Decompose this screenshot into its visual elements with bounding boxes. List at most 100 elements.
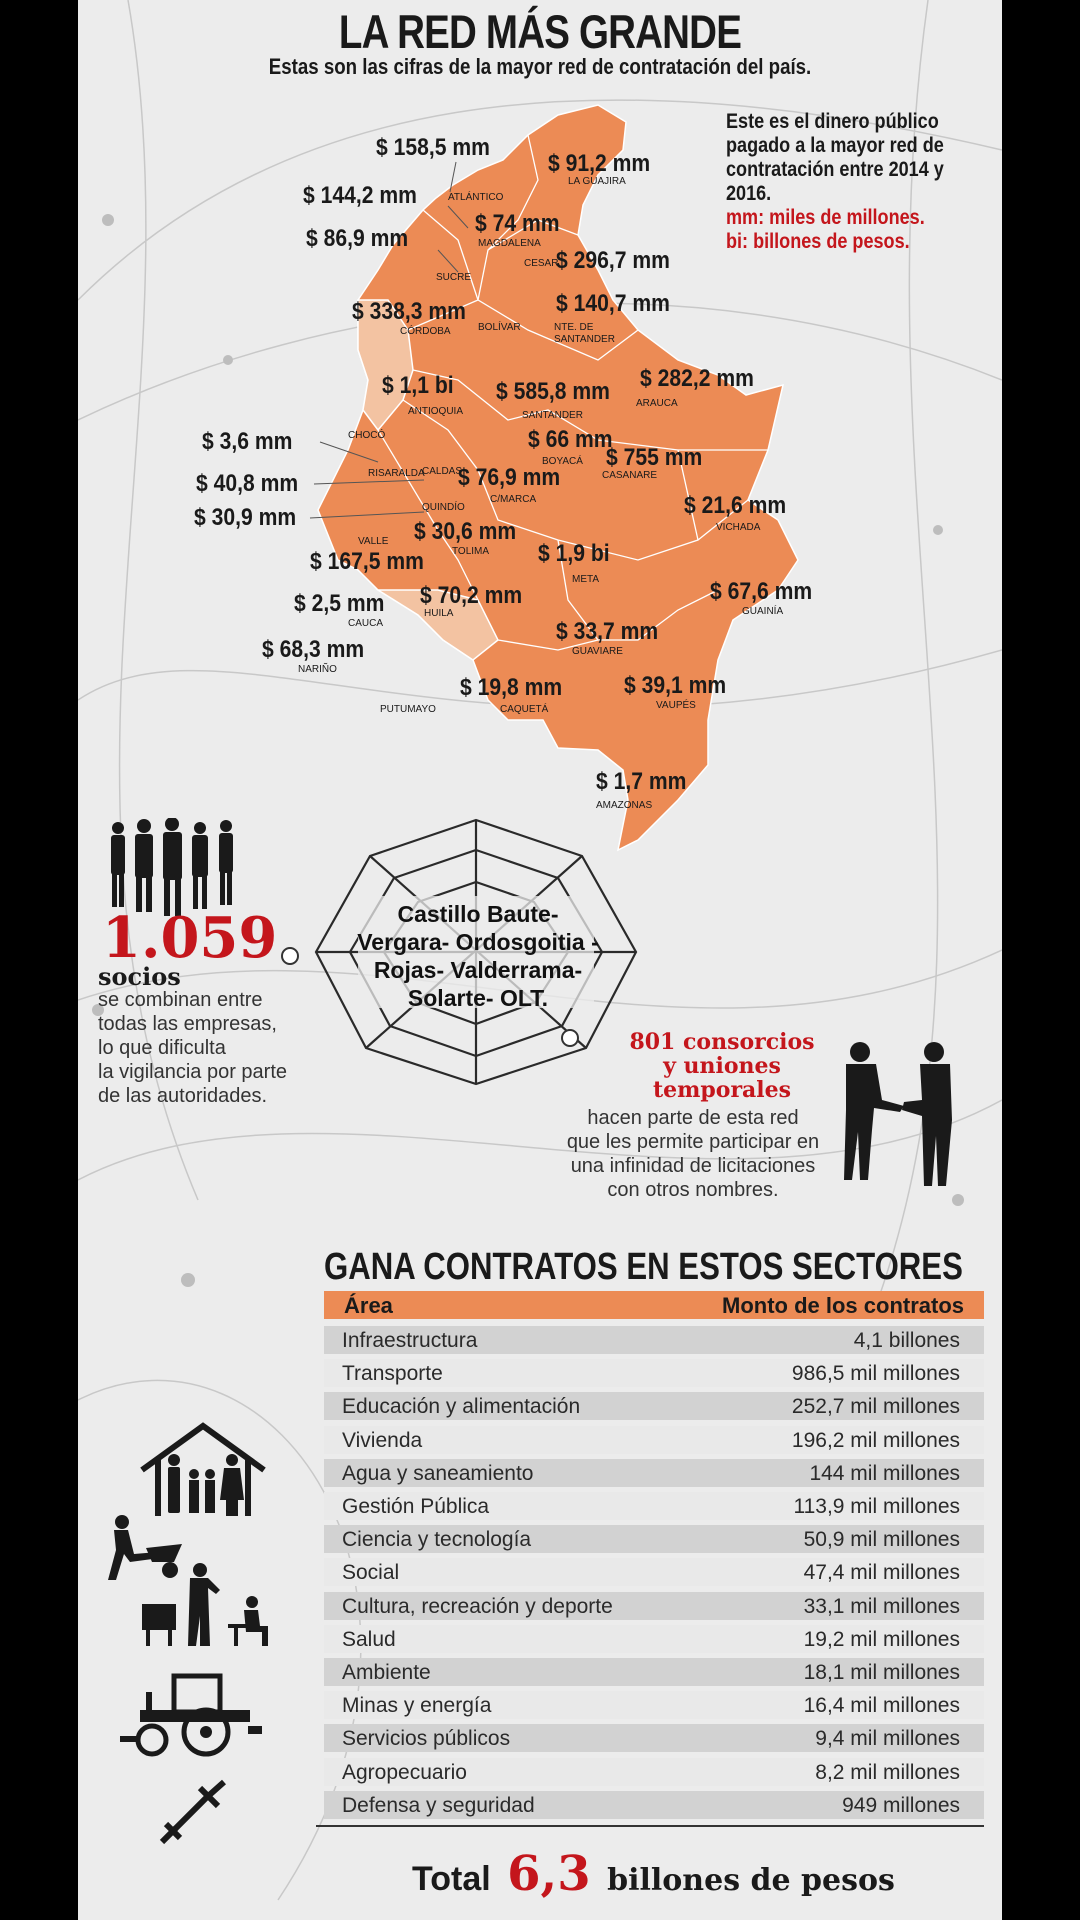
row-area: Transporte [342,1362,443,1386]
dept-label: BOLÍVAR [478,322,521,333]
worker-wheelbarrow-icon [108,1515,182,1580]
amount-label: $ 66 mm [528,426,613,453]
handshake-icon [844,1042,952,1186]
amount-label: $ 68,3 mm [262,636,365,663]
spider-web-icon [314,818,638,1086]
row-amount: 19,2 mil millones [803,1627,960,1651]
consortia-text-line: una infinidad de licitaciones [570,1155,816,1177]
row-area: Agua y saneamiento [342,1461,534,1485]
dept-label: LA GUAJIRA [568,176,626,187]
row-area: Vivienda [342,1428,423,1452]
consortia-text-line: con otros nombres. [607,1179,779,1201]
web-names-line: Vergara- Ordosgoitia - [357,929,599,955]
row-amount: 18,1 mil millones [803,1661,960,1684]
dept-label: CAUCA [348,618,384,629]
web-names-line: Rojas- Valderrama- [373,957,583,983]
partners-line: la vigilancia por parte [98,1061,287,1083]
table-row: Infraestructura 4,1 billones [324,1326,984,1354]
row-area: Social [342,1561,400,1585]
intro-line: Este es el dinero público [726,110,939,133]
amount-label: $ 21,6 mm [684,492,787,519]
row-amount: 986,5 mil millones [791,1362,960,1386]
dept-label: GUAVIARE [572,646,623,657]
table-row: Cultura, recreación y deporte 33,1 mil mi… [324,1591,984,1620]
dept-label: VAUPÉS [656,700,696,711]
dept-label: BOYACÁ [542,456,583,467]
amount-label: $ 338,3 mm [352,298,466,325]
row-area: Ambiente [342,1661,431,1684]
row-amount: 949 millones [842,1793,960,1817]
amount-label: $ 76,9 mm [458,464,561,491]
consortia-text-line: que les permite participar en [566,1131,820,1153]
amount-label: $ 39,1 mm [624,672,727,699]
dept-label: PUTUMAYO [380,704,436,715]
consortia-line: 801 consorcios [629,1029,815,1055]
table-row: Agropecuario 8,2 mil millones [324,1757,984,1786]
dept-label: C/MARCA [490,494,537,505]
row-amount: 47,4 mil millones [803,1561,960,1585]
amount-label: $ 3,6 mm [202,428,293,455]
intro-line: contratación entre 2014 y [726,158,944,181]
total: Total 6,3 billones de pesos [412,1846,895,1902]
dept-label: TOLIMA [452,546,490,557]
intro-text: Este es el dinero público pagado a la ma… [726,110,958,254]
amount-label: $ 167,5 mm [310,548,424,575]
table-row: Vivienda 196,2 mil millones [324,1425,984,1454]
legend-mm: mm: miles de millones. [726,206,925,229]
businessmen-icon [111,818,233,916]
intro-line: pagado a la mayor red de [726,134,944,157]
amount-label: $ 1,7 mm [596,768,687,795]
dept-label: NARIÑO [298,664,337,675]
amount-label: $ 140,7 mm [556,290,670,317]
row-area: Defensa y seguridad [342,1793,535,1817]
map-shape [317,104,799,852]
dept-label: ATLÁNTICO [448,192,504,203]
intro-line: 2016. [726,182,772,205]
table-row: Agua y saneamiento 144 mil millones [324,1458,984,1487]
dept-label: MAGDALENA [478,238,541,249]
dept-label: NTE. DE SANTANDER [554,322,615,345]
dept-label: QUINDÍO [422,502,465,513]
web-names: Castillo Baute- Vergara- Ordosgoitia - R… [357,900,599,1012]
leader-lines [309,161,469,519]
choco-shape [357,299,414,432]
connector-dot [561,1029,579,1047]
partners-number: 1.059 [102,905,278,971]
row-amount: 196,2 mil millones [791,1428,960,1452]
dept-label: CÓRDOBA [400,326,451,337]
amount-label: $ 74 mm [475,210,560,237]
partners-line: todas las empresas, [98,1013,277,1035]
amount-label: $ 296,7 mm [556,247,670,274]
amount-label: $ 70,2 mm [420,582,523,609]
partners-line: lo que dificulta [98,1037,226,1059]
consortia-highlight: 801 consorcios y uniones temporales [584,1030,860,1102]
amount-label: $ 30,6 mm [414,518,517,545]
amount-label: $ 1,9 bi [538,540,610,567]
row-area: Agropecuario [342,1760,467,1784]
row-amount: 4,1 billones [853,1329,960,1352]
dept-label: AMAZONAS [596,800,653,811]
amount-label: $ 282,2 mm [640,365,754,392]
amount-label: $ 1,1 bi [382,372,454,399]
partners-line: se combinan entre [98,989,263,1011]
dept-label: CALDAS [422,466,463,477]
amount-label: $ 91,2 mm [548,150,651,177]
dept-label: CAQUETÁ [500,704,549,715]
row-area: Gestión Pública [342,1495,490,1518]
column-header-area: Área [344,1293,393,1318]
dept-label: META [572,574,600,585]
dept-label: ARAUCA [636,398,678,409]
web-names-line: Solarte- OLT. [407,985,549,1011]
row-area: Ciencia y tecnología [342,1528,532,1552]
row-amount: 144 mil millones [809,1461,960,1485]
table-row: Educación y alimentación 252,7 mil millon… [324,1392,984,1421]
dept-label: SANTANDER [522,410,583,421]
table-row: Ciencia y tecnología 50,9 mil millones [324,1525,984,1554]
infographic: LA RED MÁS GRANDE Estas son las cifras d… [78,0,1002,1920]
consortia-description: hacen parte de esta red que les permite … [528,1106,858,1202]
dept-label: CHOCÓ [348,430,386,441]
row-area: Infraestructura [342,1329,478,1352]
row-amount: 50,9 mil millones [803,1528,960,1552]
table-row: Transporte 986,5 mil millones [324,1359,984,1388]
row-amount: 113,9 mil millones [793,1495,960,1518]
